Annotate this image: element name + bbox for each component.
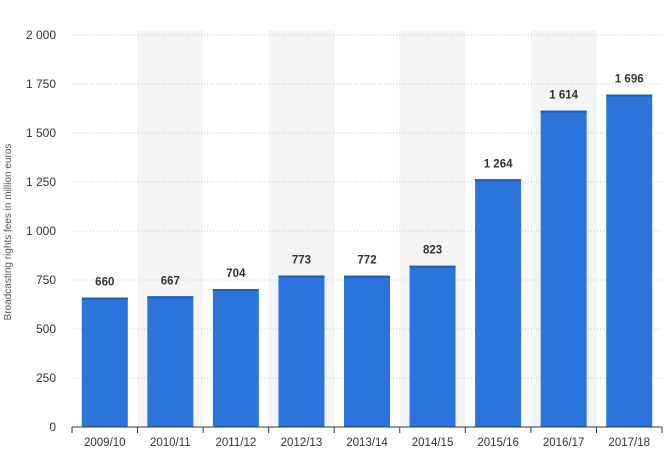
y-tick-label: 1 750 xyxy=(26,77,56,91)
data-label: 667 xyxy=(161,275,180,287)
bar xyxy=(475,179,522,427)
x-tick-label: 2012/13 xyxy=(281,437,323,449)
x-tick-label: 2014/15 xyxy=(412,437,454,449)
x-tick-label: 2011/12 xyxy=(216,437,257,449)
bar xyxy=(212,289,259,427)
x-tick-label: 2017/18 xyxy=(608,437,650,449)
data-label: 1 264 xyxy=(484,158,513,170)
bar-top-edge xyxy=(147,296,194,299)
bar-top-edge xyxy=(344,275,390,278)
x-tick-label: 2016/17 xyxy=(543,437,585,449)
data-label: 704 xyxy=(226,268,246,280)
y-tick-label: 750 xyxy=(36,273,56,287)
bar xyxy=(540,110,587,427)
y-tick-label: 500 xyxy=(36,322,56,336)
y-tick-label: 0 xyxy=(49,420,56,434)
data-label: 1 696 xyxy=(615,74,644,86)
bar xyxy=(344,275,390,427)
y-axis-ticks: 0 250 500 750 1 000 1 250 1 500 1 750 2 000 xyxy=(26,28,56,434)
bar-top-edge xyxy=(606,94,653,97)
x-tick-label: 2013/14 xyxy=(346,437,388,449)
bar-top-edge xyxy=(540,110,587,113)
data-label: 772 xyxy=(357,255,376,267)
bars xyxy=(81,94,653,428)
value-labels: 660 667 704 773 772 823 1 264 1 614 1 696 xyxy=(95,74,643,289)
y-axis-title: Broadcasting rights fees in million euro… xyxy=(3,144,14,321)
data-label: 1 614 xyxy=(549,90,578,102)
x-tick-label: 2010/11 xyxy=(150,437,191,449)
bar xyxy=(147,296,194,427)
bar xyxy=(409,265,456,427)
bar-top-edge xyxy=(212,289,259,292)
x-tick-label: 2009/10 xyxy=(84,437,126,449)
x-axis-labels: 2009/10 2010/11 2011/12 2012/13 2013/14 2014/… xyxy=(84,437,650,449)
x-axis xyxy=(71,426,663,433)
bar xyxy=(81,297,128,427)
bar xyxy=(606,94,653,428)
y-tick-label: 1 000 xyxy=(26,224,56,238)
bar-top-edge xyxy=(81,297,128,300)
y-tick-label: 250 xyxy=(36,371,56,385)
x-tick-label: 2015/16 xyxy=(477,437,519,449)
bar-top-edge xyxy=(278,275,325,278)
data-label: 823 xyxy=(423,245,442,257)
y-tick-label: 2 000 xyxy=(26,28,56,42)
bar-top-edge xyxy=(409,265,456,268)
bar xyxy=(278,275,325,427)
y-tick-label: 1 250 xyxy=(26,175,56,189)
bar-top-edge xyxy=(475,179,522,182)
data-label: 660 xyxy=(95,277,114,289)
data-label: 773 xyxy=(292,254,311,266)
y-tick-label: 1 500 xyxy=(26,126,56,140)
